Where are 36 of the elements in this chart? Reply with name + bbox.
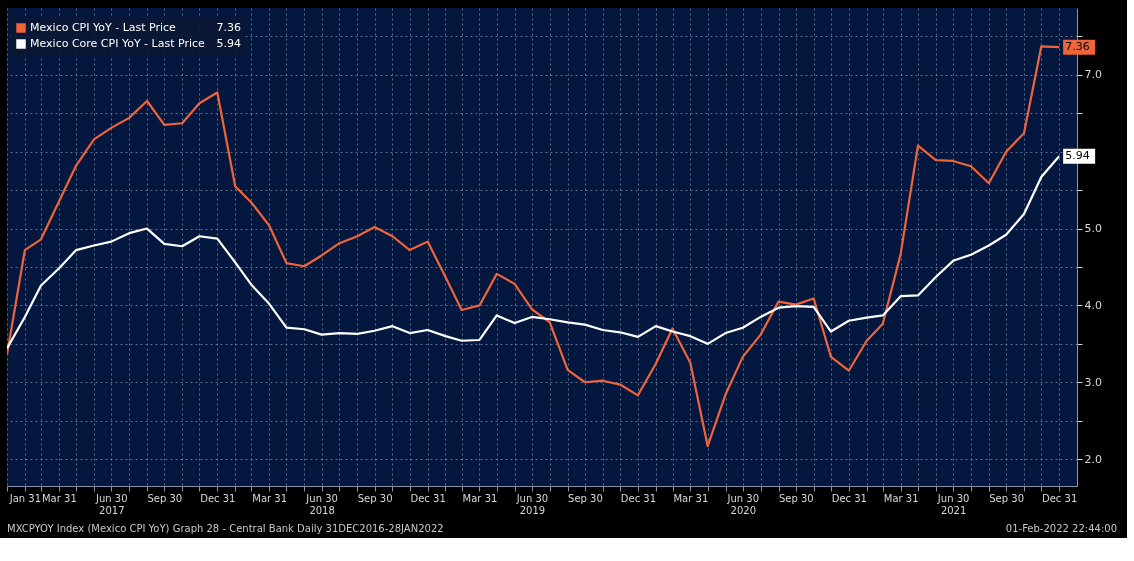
x-tick-label: Mar 31 bbox=[673, 492, 709, 504]
x-tick-label: Sep 30 bbox=[147, 492, 183, 504]
y-tick-label: 3.0 bbox=[1084, 375, 1102, 389]
y-tick-label: 4.0 bbox=[1084, 298, 1102, 312]
legend-label: Mexico Core CPI YoY - Last Price bbox=[30, 37, 206, 50]
y-tick-label: 7.0 bbox=[1084, 68, 1102, 82]
x-tick-label: Dec 31 bbox=[831, 492, 867, 504]
x-tick-label: Mar 31 bbox=[41, 492, 77, 504]
text: 7.36 bbox=[216, 21, 241, 34]
x-tick-label: Jun 30 2020 bbox=[726, 492, 760, 516]
x-tick-label: Jun 30 2019 bbox=[515, 492, 549, 516]
x-tick-label: Jun 30 2017 bbox=[95, 492, 128, 516]
data-label: 7.36 bbox=[1065, 40, 1090, 54]
x-tick-label: Sep 30 bbox=[989, 492, 1025, 504]
text: MXCPYOY Index (Mexico CPI YoY) Graph 28 - Central Bank Daily 31DEC2016-28JAN2022 bbox=[7, 523, 444, 534]
line-series bbox=[7, 45, 1061, 448]
x-tick-label: Sep 30 bbox=[357, 492, 393, 504]
x-tick-label: Dec 31 bbox=[620, 492, 657, 504]
x-tick-label: Dec 31 bbox=[1042, 492, 1078, 504]
x-tick-label: Jun 30 2018 bbox=[305, 492, 338, 516]
x-tick-label: Jan 31 bbox=[8, 492, 42, 504]
legend-label: Mexico CPI YoY - Last Price bbox=[30, 21, 177, 34]
text: 5.94 bbox=[216, 37, 241, 50]
y-tick-label: 2.0 bbox=[1084, 452, 1102, 466]
x-tick-label: Mar 31 bbox=[883, 492, 919, 504]
text: 01-Feb-2022 22:44:00 bbox=[1005, 523, 1117, 534]
x-tick-label: Mar 31 bbox=[252, 492, 288, 504]
y-tick-label: 5.0 bbox=[1084, 222, 1102, 236]
data-label: 5.94 bbox=[1065, 149, 1090, 163]
line-series bbox=[7, 155, 1061, 350]
x-tick-label: Dec 31 bbox=[410, 492, 446, 504]
x-tick-label: Sep 30 bbox=[778, 492, 814, 504]
x-tick-label: Sep 30 bbox=[568, 492, 603, 504]
x-tick-label: Jun 30 2021 bbox=[936, 492, 970, 516]
x-tick-label: Mar 31 bbox=[462, 492, 498, 504]
x-tick-label: Dec 31 bbox=[200, 492, 236, 504]
